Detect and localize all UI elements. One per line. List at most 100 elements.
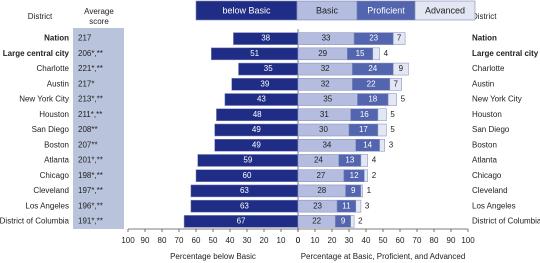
x-tick-label: 100	[121, 236, 135, 245]
legend-label: below Basic	[222, 5, 271, 15]
score-label: 207**	[78, 140, 98, 149]
score-label: 208**	[78, 125, 98, 134]
x-axis-title: Percentage below Basic	[170, 252, 256, 261]
value-label: 13	[345, 156, 354, 165]
x-tick-label: 30	[243, 236, 252, 245]
bar-segment	[372, 47, 380, 61]
x-tick-label: 90	[447, 236, 456, 245]
value-label: 12	[350, 171, 359, 180]
value-label: 15	[356, 49, 365, 58]
value-label: 33	[322, 34, 331, 43]
bar-segment	[392, 62, 409, 76]
value-label: 49	[252, 125, 261, 134]
value-label: 18	[368, 95, 377, 104]
value-label: 35	[323, 95, 332, 104]
district-label: San Diego	[32, 125, 70, 134]
legend-label: Advanced	[425, 5, 465, 15]
legend-label: Proficient	[367, 5, 405, 15]
x-tick-label: 50	[209, 236, 218, 245]
x-tick-label: 40	[226, 236, 235, 245]
district-label: San Diego	[472, 125, 510, 134]
district-label: Cleveland	[33, 186, 69, 195]
value-label: 32	[321, 79, 330, 88]
district-label: Chicago	[472, 171, 502, 180]
district-label: New York City	[19, 95, 69, 104]
value-label: 67	[237, 216, 246, 225]
district-label: Large central city	[472, 49, 539, 58]
x-tick-label: 90	[141, 236, 150, 245]
value-label: 60	[243, 171, 252, 180]
x-tick-label: 10	[311, 236, 320, 245]
value-label: 63	[240, 201, 249, 210]
score-header: Average	[84, 7, 114, 16]
value-label: 63	[240, 186, 249, 195]
district-label: New York City	[472, 95, 522, 104]
district-label: District of Columbia	[472, 216, 540, 225]
x-tick-label: 0	[296, 236, 301, 245]
value-label: 1	[367, 186, 372, 195]
value-label: 30	[319, 125, 328, 134]
value-label: 29	[318, 49, 327, 58]
x-tick-label: 70	[175, 236, 184, 245]
district-label: Houston	[472, 110, 502, 119]
value-label: 9	[399, 64, 404, 73]
bar-segment	[379, 138, 385, 152]
bar-segment	[364, 169, 368, 182]
x-tick-label: 80	[158, 236, 167, 245]
bar-segment	[392, 32, 406, 45]
x-tick-label: 100	[461, 236, 475, 245]
x-tick-label: 30	[345, 236, 354, 245]
x-axis-title: Percentage at Basic, Proficient, and Adv…	[301, 252, 466, 261]
value-label: 2	[372, 171, 377, 180]
district-label: Boston	[472, 140, 497, 149]
legend-label: Basic	[316, 5, 339, 15]
value-label: 5	[390, 110, 395, 119]
value-label: 3	[389, 140, 394, 149]
district-label: Charlotte	[472, 64, 505, 73]
value-label: 22	[312, 216, 321, 225]
x-tick-label: 0	[296, 236, 301, 245]
district-header: District	[472, 12, 497, 21]
value-label: 27	[316, 171, 325, 180]
district-label: Atlanta	[44, 156, 69, 165]
district-label: Atlanta	[472, 156, 497, 165]
district-label: Los Angeles	[472, 201, 516, 210]
district-label: Large central city	[3, 49, 70, 58]
legend-swatch	[414, 0, 476, 21]
district-label: District of Columbia	[0, 216, 70, 225]
value-label: 39	[260, 79, 269, 88]
score-header: score	[89, 17, 109, 26]
district-label: Cleveland	[472, 186, 508, 195]
value-label: 3	[365, 201, 370, 210]
value-label: 7	[397, 34, 402, 43]
bar-segment	[389, 78, 402, 91]
bar-segment	[387, 93, 397, 106]
x-tick-label: 50	[379, 236, 388, 245]
bar-segment	[360, 184, 363, 198]
district-label: Los Angeles	[25, 201, 69, 210]
value-label: 24	[368, 64, 377, 73]
bar-segment	[355, 199, 362, 213]
value-label: 7	[394, 79, 399, 88]
value-label: 24	[314, 156, 323, 165]
value-label: 22	[367, 79, 376, 88]
x-tick-label: 10	[277, 236, 286, 245]
district-label: Houston	[39, 110, 69, 119]
value-label: 38	[261, 34, 270, 43]
score-label: 196*,**	[78, 201, 103, 210]
district-label: Charlotte	[37, 64, 70, 73]
value-label: 48	[253, 110, 262, 119]
bar-segment	[350, 215, 355, 228]
value-label: 32	[321, 64, 330, 73]
value-label: 14	[363, 140, 372, 149]
score-label: 217*	[78, 79, 94, 88]
value-label: 17	[359, 125, 368, 134]
score-label: 201*,**	[78, 156, 103, 165]
district-header: District	[28, 12, 53, 21]
value-label: 16	[360, 110, 369, 119]
score-column	[73, 28, 124, 229]
x-tick-label: 40	[362, 236, 371, 245]
value-label: 9	[341, 216, 346, 225]
x-tick-label: 80	[430, 236, 439, 245]
value-label: 51	[250, 49, 259, 58]
